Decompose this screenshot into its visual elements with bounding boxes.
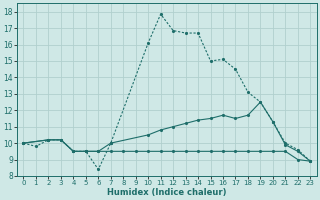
X-axis label: Humidex (Indice chaleur): Humidex (Indice chaleur)	[107, 188, 227, 197]
